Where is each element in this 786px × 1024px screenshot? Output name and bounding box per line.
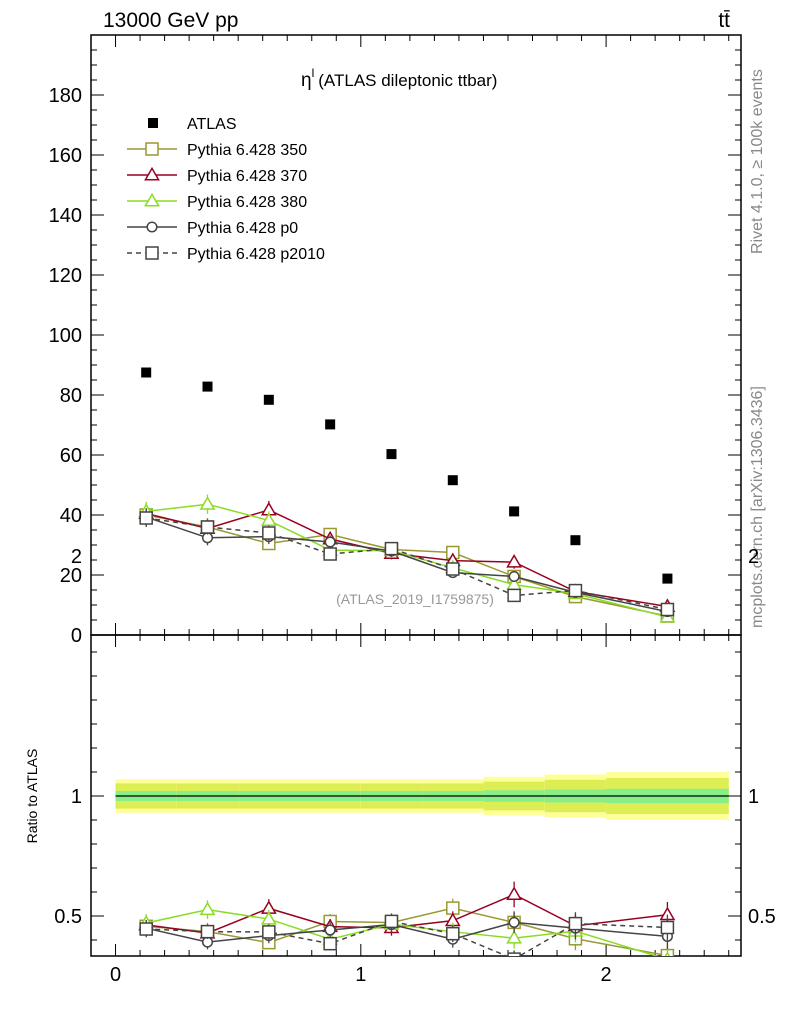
main-series-layer (138, 367, 676, 623)
ratio-point (568, 916, 583, 931)
ratio-y-tick-label: 0.5 (54, 906, 82, 928)
legend-label: Pythia 6.428 380 (187, 194, 307, 211)
y-tick-label: 100 (49, 325, 82, 347)
ratio-y-tick-label: 1 (71, 786, 82, 808)
ratio-point (384, 914, 399, 929)
title-text: (ATLAS dileptonic ttbar) (318, 71, 497, 90)
data-point (262, 526, 276, 540)
y-tick-label: 140 (49, 205, 82, 227)
data-point (507, 588, 521, 603)
y-tick-label: 120 (49, 265, 82, 287)
title-symbol: η (301, 70, 312, 91)
chart-title: ηl (ATLAS dileptonic ttbar) (301, 66, 497, 91)
y-tick-label: 40 (60, 505, 82, 527)
ratio-y-tick-label: 2 (71, 546, 82, 568)
ratio-point (260, 910, 277, 925)
data-point (260, 512, 277, 526)
atlas-point (141, 367, 152, 378)
atlas-point (263, 394, 274, 405)
ratio-point (324, 924, 336, 936)
legend-marker (145, 246, 159, 260)
ratio-series-line (146, 907, 668, 956)
ratio-series-line (146, 920, 668, 956)
ratio-ylabel: Ratio to ATLAS (24, 749, 40, 844)
ratio-point (446, 926, 460, 941)
x-tick-label: 0 (110, 964, 121, 986)
header-right: tt̄ (718, 9, 730, 32)
y-tick-label: 180 (49, 85, 82, 107)
legend-marker (145, 142, 159, 156)
ratio-point (508, 916, 520, 928)
ratio-point (262, 925, 276, 939)
analysis-id: (ATLAS_2019_I1759875) (336, 591, 494, 607)
legend: ATLAS Pythia 6.428 350 Pythia 6.428 370 Pyt… (127, 116, 325, 263)
data-point (508, 570, 520, 583)
ratio-point (199, 901, 216, 916)
y-tick-label: 20 (60, 565, 82, 587)
data-point (506, 554, 523, 568)
data-point (660, 602, 675, 617)
y-tick-label: 0 (71, 625, 82, 647)
atlas-point (325, 419, 336, 430)
legend-label: Pythia 6.428 p2010 (187, 246, 325, 263)
data-point (446, 562, 460, 576)
ratio-point (660, 920, 675, 935)
legend-label: Pythia 6.428 350 (187, 142, 307, 159)
atlas-point (447, 475, 458, 486)
atlas-point (509, 506, 520, 517)
ratio-point (200, 924, 215, 939)
data-point (139, 511, 153, 525)
legend-marker (144, 166, 160, 181)
legend-marker-atlas (148, 118, 158, 128)
atlas-point (662, 573, 673, 584)
y-tick-label: 80 (60, 385, 82, 407)
y-tick-label: 160 (49, 145, 82, 167)
x-tick-label: 2 (601, 964, 612, 986)
atlas-point (202, 381, 213, 392)
ratio-point (664, 951, 671, 956)
ratio-y-tick-label-right: 0.5 (748, 906, 776, 928)
data-point (384, 541, 399, 556)
legend-label: Pythia 6.428 370 (187, 168, 307, 185)
ratio-point (507, 952, 521, 956)
ratio-point (139, 922, 153, 936)
legend-label: ATLAS (187, 116, 237, 133)
ratio-point (323, 936, 337, 951)
title-superscript: l (312, 66, 315, 80)
legend-marker (144, 192, 160, 207)
source-label: mcplots.cern.ch [arXiv:1306.3436] (749, 386, 766, 628)
data-point (323, 547, 337, 561)
ratio-y-tick-label-right: 2 (748, 546, 759, 568)
data-point (199, 496, 216, 510)
atlas-point (570, 535, 581, 546)
legend-label: Pythia 6.428 p0 (187, 220, 298, 237)
ratio-series-layer (138, 881, 676, 956)
legend-marker (146, 221, 158, 233)
header-left: 13000 GeV pp (103, 9, 238, 32)
ratio-y-tick-label-right: 1 (748, 786, 759, 808)
atlas-point (386, 449, 397, 460)
data-point (568, 583, 583, 598)
data-point (324, 536, 336, 548)
ratio-point (506, 886, 523, 900)
data-point (200, 520, 215, 534)
rivet-label: Rivet 4.1.0, ≥ 100k events (749, 69, 766, 254)
y-tick-label: 60 (60, 445, 82, 467)
ratio-series-line (146, 893, 668, 934)
x-tick-label: 1 (355, 964, 366, 986)
series-line (146, 517, 668, 611)
ratio-point (506, 930, 523, 944)
